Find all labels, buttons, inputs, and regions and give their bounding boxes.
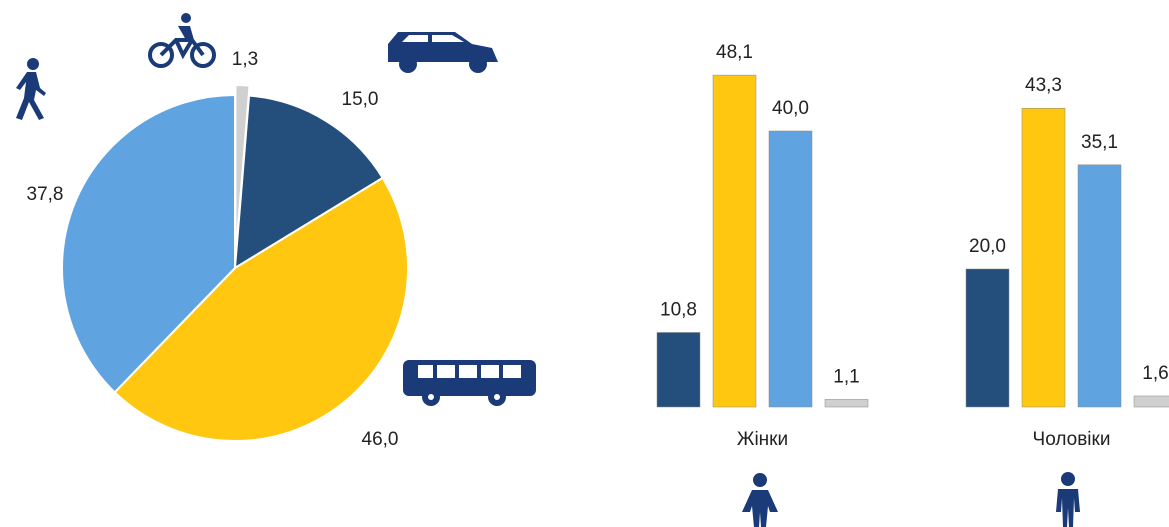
- pie-label: 1,3: [232, 49, 258, 70]
- bar: [712, 74, 757, 408]
- walker-icon: [16, 58, 46, 120]
- bar-value-label: 43,3: [1025, 75, 1062, 96]
- car-icon: [388, 32, 498, 73]
- pie-slice: [61, 93, 236, 394]
- bar: [965, 268, 1010, 408]
- bar-value-label: 35,1: [1081, 132, 1118, 153]
- pie-slice: [113, 176, 409, 442]
- bar: [1133, 395, 1169, 408]
- bar: [1077, 164, 1122, 408]
- bar-value-label: 1,1: [833, 366, 859, 387]
- man-icon: [1056, 472, 1080, 527]
- bus-icon: [403, 360, 536, 406]
- bar-value-label: 1,6: [1142, 363, 1168, 384]
- bicycle-rider: [178, 26, 194, 40]
- x-tick-label: Жінки: [737, 429, 788, 450]
- woman-icon: [742, 473, 778, 527]
- icons: [16, 13, 1080, 527]
- bar: [768, 130, 813, 408]
- bar-value-label: 48,1: [716, 42, 753, 63]
- pie-slice: [233, 94, 385, 270]
- bicycle-icon: [148, 38, 216, 68]
- bar-value-label: 40,0: [772, 98, 809, 119]
- x-tick-label: Чоловіки: [1033, 429, 1111, 450]
- bar-value-label: 10,8: [660, 299, 697, 320]
- bar: [1021, 107, 1066, 408]
- bicycle-rider-head: [181, 13, 191, 23]
- bar: [824, 399, 869, 408]
- pie-label: 15,0: [342, 89, 379, 110]
- bar-value-label: 20,0: [969, 236, 1006, 257]
- bar: [656, 332, 701, 408]
- pie-label: 46,0: [362, 429, 399, 450]
- pie-label: 37,8: [27, 184, 64, 205]
